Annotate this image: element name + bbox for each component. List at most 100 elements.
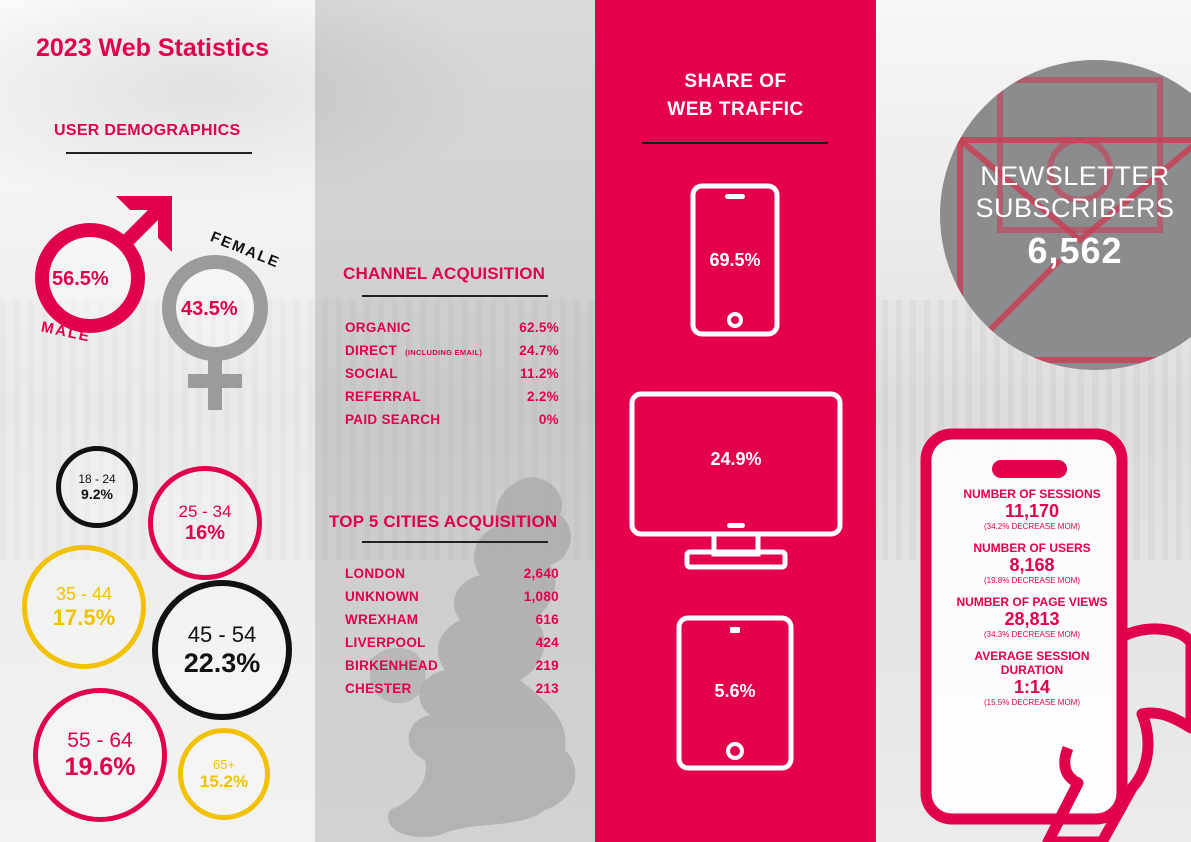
channel-table: ORGANIC 62.5% DIRECT (INCLUDING EMAIL) 24.7… bbox=[345, 316, 559, 431]
city-value: 213 bbox=[535, 681, 559, 696]
age-value: 9.2% bbox=[81, 486, 113, 502]
age-ring-35-44: 35 - 44 17.5% bbox=[22, 545, 146, 669]
newsletter-label-line2: SUBSCRIBERS bbox=[975, 193, 1175, 223]
table-row: LIVERPOOL 424 bbox=[345, 631, 559, 654]
channel-value: 11.2% bbox=[519, 366, 559, 381]
male-percentage: 56.5% bbox=[52, 268, 109, 290]
city-value: 2,640 bbox=[523, 566, 559, 581]
stat-users: NUMBER OF USERS 8,168 (19.8% DECREASE MO… bbox=[942, 541, 1122, 587]
age-range-label: 45 - 54 bbox=[187, 621, 257, 647]
traffic-divider bbox=[642, 142, 828, 144]
female-percentage: 43.5% bbox=[181, 298, 238, 320]
male-symbol-icon bbox=[35, 196, 172, 333]
city-name: LONDON bbox=[345, 566, 406, 581]
channel-value: 24.7% bbox=[519, 343, 559, 358]
age-value: 19.6% bbox=[64, 752, 136, 781]
stat-label: NUMBER OF PAGE VIEWS bbox=[956, 595, 1108, 609]
stat-label: NUMBER OF SESSIONS bbox=[963, 487, 1101, 501]
female-symbol-icon bbox=[162, 255, 268, 410]
mobile-share: 69.5% bbox=[709, 250, 761, 270]
city-value: 616 bbox=[535, 612, 559, 627]
stat-change: (15.5% DECREASE MOM) bbox=[983, 698, 1081, 707]
site-stats: NUMBER OF SESSIONS 11,170 (34.2% DECREAS… bbox=[942, 487, 1122, 717]
traffic-heading-line2: WEB TRAFFIC bbox=[667, 99, 804, 120]
city-value: 1,080 bbox=[523, 589, 559, 604]
channel-divider bbox=[362, 295, 548, 297]
stat-change: (19.8% DECREASE MOM) bbox=[983, 576, 1081, 585]
channel-value: 2.2% bbox=[527, 389, 559, 404]
table-row: SOCIAL 11.2% bbox=[345, 362, 559, 385]
table-row: LONDON 2,640 bbox=[345, 562, 559, 585]
channel-subnote: (INCLUDING EMAIL) bbox=[405, 348, 483, 357]
table-row: REFERRAL 2.2% bbox=[345, 385, 559, 408]
table-row: WREXHAM 616 bbox=[345, 608, 559, 631]
age-ring-55-64: 55 - 64 19.6% bbox=[33, 688, 167, 822]
age-range-label: 25 - 34 bbox=[178, 501, 232, 521]
table-row: CHESTER 213 bbox=[345, 677, 559, 700]
age-ring-18-24: 18 - 24 9.2% bbox=[56, 446, 138, 528]
table-row: ORGANIC 62.5% bbox=[345, 316, 559, 339]
city-name: WREXHAM bbox=[345, 612, 419, 627]
city-name: CHESTER bbox=[345, 681, 412, 696]
newsletter-label-line1: NEWSLETTER bbox=[980, 161, 1170, 191]
demographics-heading: USER DEMOGRAPHICS bbox=[54, 122, 241, 139]
newsletter-block: NEWSLETTER SUBSCRIBERS 6,562 bbox=[955, 160, 1191, 272]
page-title: 2023 Web Statistics bbox=[36, 34, 269, 62]
age-range-label: 55 - 64 bbox=[67, 728, 133, 752]
gender-symbols: FEMALE MALE bbox=[35, 196, 283, 410]
stat-label: NUMBER OF USERS bbox=[973, 541, 1091, 555]
age-ring-65-plus: 65+ 15.2% bbox=[178, 728, 270, 820]
stat-change: (34.3% DECREASE MOM) bbox=[983, 630, 1081, 639]
stat-page-views: NUMBER OF PAGE VIEWS 28,813 (34.3% DECRE… bbox=[942, 595, 1122, 641]
channel-name: ORGANIC bbox=[345, 320, 411, 335]
age-value: 16% bbox=[184, 521, 226, 544]
hand-holding-phone-icon bbox=[920, 428, 1191, 842]
stat-value: 28,813 bbox=[1004, 609, 1060, 629]
channel-name: PAID SEARCH bbox=[345, 412, 441, 427]
city-value: 219 bbox=[535, 658, 559, 673]
newsletter-subscriber-count: 6,562 bbox=[1027, 230, 1123, 271]
city-value: 424 bbox=[535, 635, 559, 650]
stat-value: 1:14 bbox=[1013, 677, 1051, 697]
city-name: BIRKENHEAD bbox=[345, 658, 439, 673]
stat-sessions: NUMBER OF SESSIONS 11,170 (34.2% DECREAS… bbox=[942, 487, 1122, 533]
channel-name: SOCIAL bbox=[345, 366, 398, 381]
age-value: 22.3% bbox=[183, 647, 261, 678]
age-range-label: 65+ bbox=[212, 756, 236, 772]
city-name: UNKNOWN bbox=[345, 589, 420, 604]
age-ring-25-34: 25 - 34 16% bbox=[148, 466, 262, 580]
channel-name: REFERRAL bbox=[345, 389, 421, 404]
tablet-share: 5.6% bbox=[714, 681, 756, 701]
city-name: LIVERPOOL bbox=[345, 635, 426, 650]
table-row: PAID SEARCH 0% bbox=[345, 408, 559, 431]
stat-session-duration: AVERAGE SESSION DURATION 1:14 (15.5% DEC… bbox=[942, 649, 1122, 709]
channel-heading: CHANNEL ACQUISITION bbox=[343, 264, 546, 283]
cities-divider bbox=[362, 541, 548, 543]
newsletter-circle bbox=[940, 60, 1191, 370]
channel-value: 0% bbox=[538, 412, 559, 427]
traffic-heading: SHARE OF WEB TRAFFIC bbox=[595, 68, 876, 124]
age-ring-45-54: 45 - 54 22.3% bbox=[152, 580, 292, 720]
age-range-label: 18 - 24 bbox=[78, 472, 116, 486]
stat-value: 8,168 bbox=[1009, 555, 1055, 575]
desktop-share: 24.9% bbox=[710, 449, 762, 469]
channel-name: DIRECT bbox=[345, 343, 398, 358]
stat-change: (34.2% DECREASE MOM) bbox=[983, 522, 1081, 531]
stat-value: 11,170 bbox=[1004, 501, 1060, 521]
channel-value: 62.5% bbox=[519, 320, 559, 335]
uk-map-silhouette bbox=[370, 477, 576, 838]
age-value: 15.2% bbox=[199, 771, 249, 791]
mobile-phone-icon bbox=[690, 183, 780, 337]
tablet-icon bbox=[676, 615, 794, 771]
cities-table: LONDON 2,640 UNKNOWN 1,080 WREXHAM 616 LIVE… bbox=[345, 562, 559, 700]
cities-heading: TOP 5 CITIES ACQUISITION bbox=[329, 512, 558, 531]
table-row: DIRECT (INCLUDING EMAIL) 24.7% bbox=[345, 339, 559, 362]
traffic-heading-line1: SHARE OF bbox=[684, 71, 787, 92]
envelope-icon bbox=[957, 77, 1191, 363]
age-value: 17.5% bbox=[52, 604, 116, 630]
stat-label: AVERAGE SESSION DURATION bbox=[974, 649, 1090, 677]
demographics-divider bbox=[66, 152, 252, 154]
table-row: BIRKENHEAD 219 bbox=[345, 654, 559, 677]
table-row: UNKNOWN 1,080 bbox=[345, 585, 559, 608]
